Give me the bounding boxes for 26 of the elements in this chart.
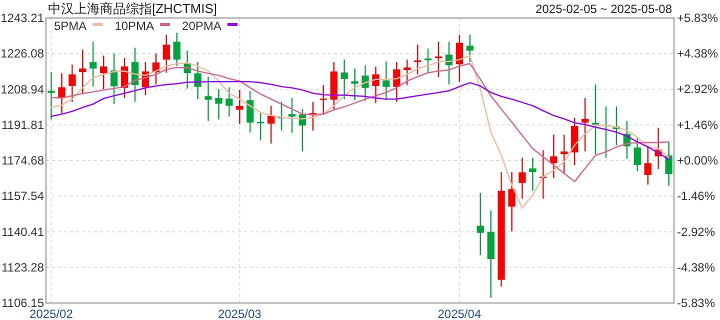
y2-tick-label: -2.92%: [677, 224, 716, 239]
y2-tick-label: +2.92%: [677, 82, 718, 96]
chart-title: 中汉上海商品综指[ZHCTMIS]: [48, 1, 217, 16]
y2-tick-label: -4.38%: [677, 260, 716, 275]
y2-tick-label: -1.46%: [677, 189, 716, 204]
y-tick-label: 1226.08: [0, 46, 44, 61]
y-tick-label: 1140.41: [2, 224, 44, 239]
y2-tick-label: +0.00%: [677, 154, 718, 168]
legend-label: 20PMA: [182, 19, 222, 33]
x-tick-label: 2025/04: [438, 307, 482, 320]
y2-tick-label: +1.46%: [677, 118, 718, 132]
y-tick-label: 1123.28: [2, 260, 44, 274]
y2-tick-label: +4.38%: [677, 46, 718, 60]
y-tick-label: 1174.68: [2, 154, 44, 168]
x-tick-label: 2025/02: [30, 307, 74, 320]
chart-subtitle: 2025-02-05 ~ 2025-05-08: [536, 2, 672, 16]
y2-tick-label: -5.83%: [677, 296, 716, 310]
y-tick-label: 1243.21: [0, 11, 44, 25]
y2-tick-label: +5.83%: [677, 11, 718, 25]
legend-label: 10PMA: [114, 19, 154, 33]
x-tick-label: 2025/03: [218, 307, 262, 320]
legend-label: 5PMA: [54, 19, 87, 33]
y-tick-label: 1208.94: [0, 82, 44, 96]
y-tick-label: 1157.54: [2, 189, 44, 204]
y-tick-label: 1106.15: [2, 296, 44, 310]
y-tick-label: 1191.81: [2, 118, 44, 132]
